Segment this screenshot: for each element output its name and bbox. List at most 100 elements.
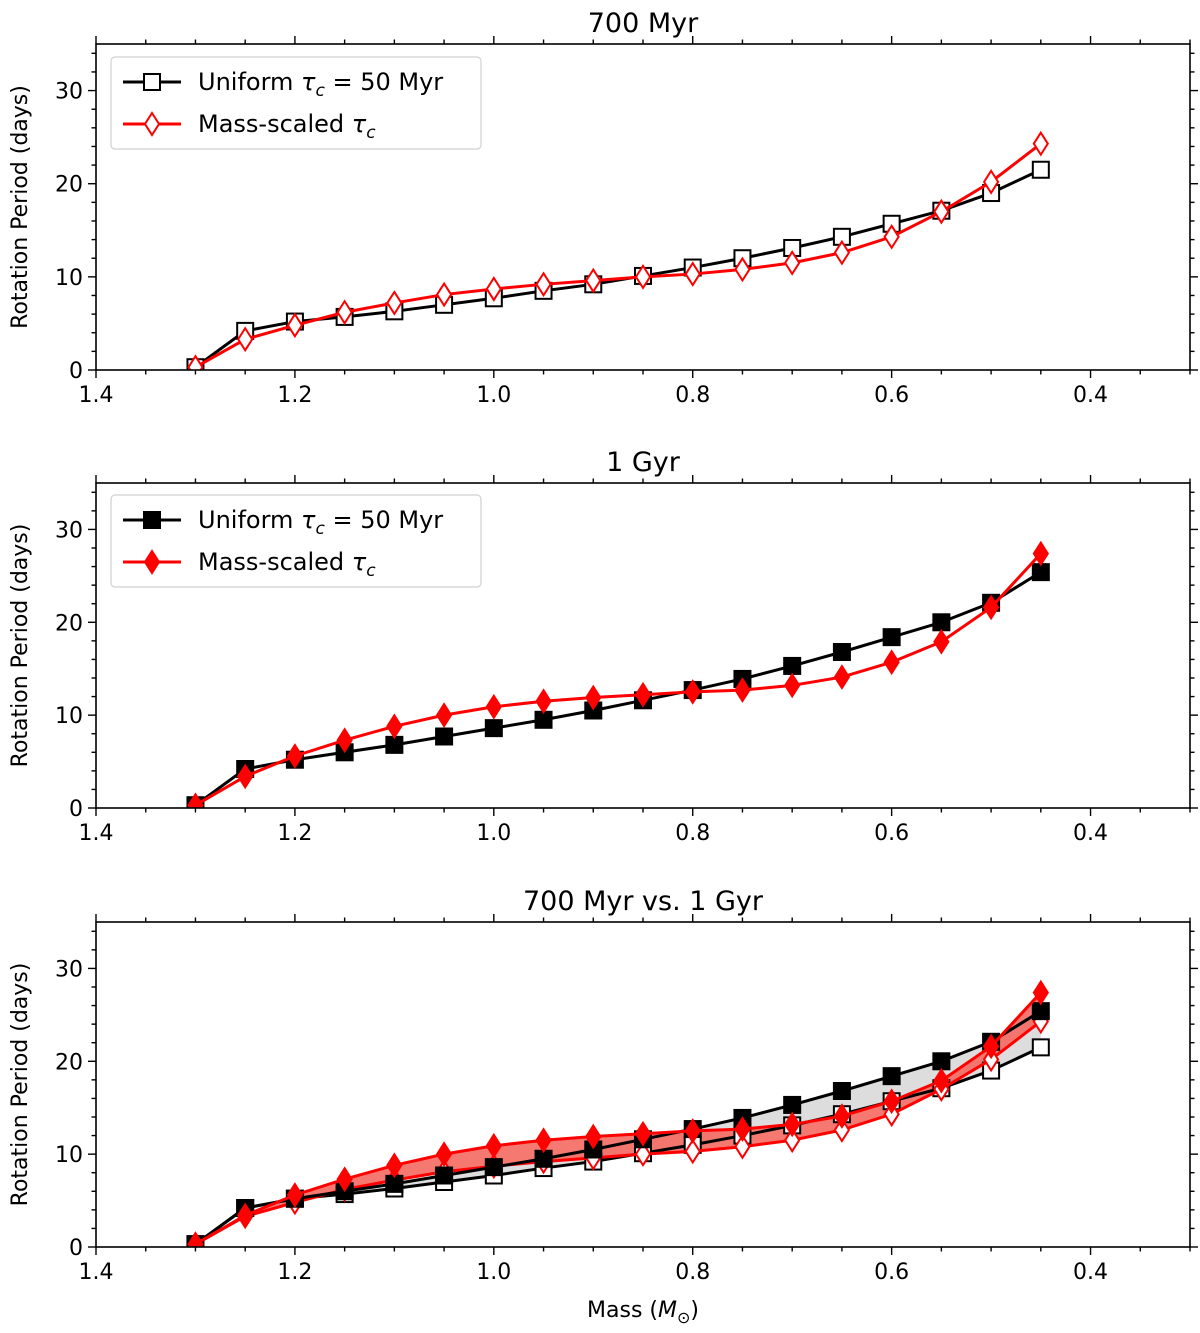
x-tick-label: 0.8 bbox=[675, 383, 710, 408]
data-point bbox=[734, 256, 751, 283]
x-tick-label: 0.8 bbox=[675, 1260, 710, 1285]
data-point bbox=[832, 643, 851, 661]
series-2 bbox=[187, 540, 1050, 808]
data-point bbox=[833, 1103, 851, 1129]
data-point bbox=[1031, 1038, 1050, 1057]
data-point bbox=[783, 672, 801, 699]
legend-label: Mass-scaled τc bbox=[198, 548, 376, 581]
data-point bbox=[435, 1141, 453, 1168]
legend-marker bbox=[143, 549, 161, 575]
y-axis-label: Rotation Period (days) bbox=[8, 963, 33, 1207]
data-point bbox=[882, 1067, 901, 1086]
series-1 bbox=[186, 563, 1050, 808]
y-tick-label: 0 bbox=[69, 797, 83, 822]
data-point bbox=[982, 1033, 1000, 1060]
axes-frame bbox=[95, 921, 1191, 1248]
data-point bbox=[684, 261, 701, 287]
data-point bbox=[435, 702, 453, 729]
series-line bbox=[194, 570, 1042, 807]
data-point bbox=[933, 198, 950, 225]
y-axis-label: Rotation Period (days) bbox=[8, 85, 33, 329]
plot-area bbox=[186, 979, 1050, 1247]
chart-panel-1: 700 Myr 1.4 1.2 1.0 0.8 0.6 0.4 0 10 20 30 Rotation… bbox=[8, 8, 1198, 408]
data-point bbox=[386, 1152, 403, 1179]
fill-band-1 bbox=[195, 1011, 1041, 1245]
legend: Uniform τc = 50 Myr Mass-scaled τc bbox=[110, 494, 482, 588]
series-3 bbox=[186, 1002, 1050, 1247]
x-tick-label: 0.4 bbox=[1073, 821, 1108, 846]
chart-panel-3: 700 Myr vs. 1 Gyr 1.4 1.2 1.0 0.8 0.6 0.4 0 10 20… bbox=[8, 886, 1198, 1327]
data-point bbox=[286, 312, 304, 339]
data-point bbox=[435, 1166, 454, 1185]
data-point bbox=[1031, 1002, 1050, 1021]
x-tick-label: 0.8 bbox=[675, 821, 710, 846]
series-4 bbox=[187, 979, 1050, 1247]
data-point bbox=[783, 656, 802, 675]
data-point bbox=[833, 239, 851, 266]
series-2 bbox=[187, 130, 1050, 370]
data-point bbox=[535, 1127, 552, 1154]
data-point bbox=[832, 1082, 851, 1100]
data-point bbox=[1032, 979, 1050, 1006]
data-point bbox=[535, 688, 552, 715]
y-tick-label: 30 bbox=[55, 957, 83, 982]
data-point bbox=[833, 664, 851, 690]
series-line bbox=[194, 168, 1042, 369]
series-1 bbox=[186, 160, 1050, 370]
legend: Uniform τc = 50 Myr Mass-scaled τc bbox=[110, 56, 482, 150]
data-point bbox=[783, 1111, 801, 1138]
y-tick-label: 0 bbox=[69, 1236, 83, 1261]
data-point bbox=[535, 271, 552, 298]
data-point bbox=[585, 1123, 602, 1150]
x-tick-label: 1.2 bbox=[277, 821, 312, 846]
data-point bbox=[933, 1067, 950, 1094]
data-point bbox=[1031, 563, 1050, 582]
data-point bbox=[286, 1182, 304, 1208]
data-point bbox=[634, 263, 652, 290]
data-point bbox=[684, 1118, 701, 1144]
x-tick-label: 0.6 bbox=[874, 383, 909, 408]
data-point bbox=[485, 1132, 503, 1159]
x-axis-label: Mass (M⊙) bbox=[587, 1298, 699, 1327]
legend-label: Mass-scaled τc bbox=[198, 110, 376, 143]
data-point bbox=[386, 713, 403, 740]
data-point bbox=[883, 1088, 900, 1115]
y-tick-label: 20 bbox=[55, 173, 83, 198]
data-point bbox=[982, 1046, 1000, 1073]
series-line bbox=[194, 1020, 1042, 1246]
data-point bbox=[734, 1116, 751, 1142]
y-tick-label: 20 bbox=[55, 611, 83, 636]
data-point bbox=[485, 276, 503, 302]
y-axis-label: Rotation Period (days) bbox=[8, 524, 33, 768]
x-tick-label: 1.0 bbox=[476, 383, 511, 408]
data-point bbox=[336, 1166, 353, 1193]
y-tick-label: 30 bbox=[55, 80, 83, 105]
data-point bbox=[187, 792, 204, 808]
data-point bbox=[883, 223, 900, 250]
y-tick-label: 0 bbox=[69, 359, 83, 384]
y-tick-label: 10 bbox=[55, 1143, 83, 1168]
data-point bbox=[883, 1101, 900, 1128]
data-point bbox=[932, 613, 951, 632]
data-point bbox=[634, 1120, 652, 1147]
data-point bbox=[236, 1202, 254, 1229]
data-point bbox=[336, 727, 353, 754]
data-point bbox=[684, 1138, 701, 1165]
legend-label: Uniform τc = 50 Myr bbox=[198, 506, 443, 539]
data-point bbox=[236, 326, 254, 353]
data-point bbox=[1032, 130, 1050, 157]
data-point bbox=[634, 681, 652, 708]
chart-title: 700 Myr vs. 1 Gyr bbox=[523, 886, 764, 917]
x-tick-label: 0.6 bbox=[874, 1260, 909, 1285]
x-tick-label: 1.0 bbox=[476, 1260, 511, 1285]
data-point bbox=[385, 1174, 404, 1193]
plot-area bbox=[186, 130, 1050, 370]
data-point bbox=[485, 693, 503, 720]
data-point bbox=[883, 649, 900, 676]
x-tick-label: 1.4 bbox=[79, 1260, 114, 1285]
data-point bbox=[933, 628, 950, 655]
data-point bbox=[286, 743, 304, 769]
x-tick-label: 1.2 bbox=[277, 383, 312, 408]
legend-marker bbox=[143, 511, 161, 529]
data-point bbox=[833, 1117, 851, 1143]
